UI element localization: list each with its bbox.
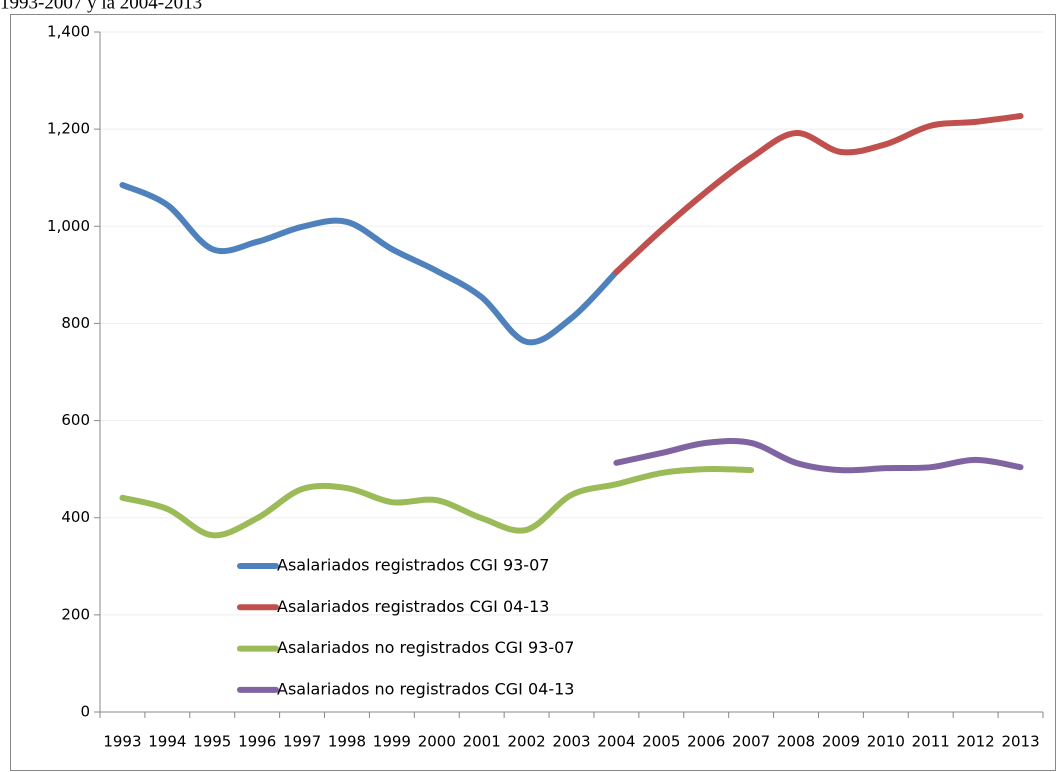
- x-tick-label: 2009: [822, 733, 860, 751]
- x-tick-label: 1998: [328, 733, 366, 751]
- x-tick-label: 1995: [193, 733, 231, 751]
- legend-label: Asalariados no registrados CGI 93-07: [277, 638, 574, 657]
- legend-label: Asalariados registrados CGI 93-07: [277, 556, 549, 575]
- x-tick-label: 2004: [597, 733, 635, 751]
- x-tick-label: 2001: [463, 733, 501, 751]
- line-series: [613, 438, 1024, 474]
- x-tick-label: 1999: [373, 733, 411, 751]
- y-tick-label: 1,200: [47, 120, 90, 138]
- line-series: [613, 113, 1024, 275]
- y-tick-label: 800: [61, 314, 90, 332]
- x-tick-label: 2005: [642, 733, 680, 751]
- x-tick-label: 2013: [1001, 733, 1039, 751]
- chart-frame: [10, 14, 1056, 771]
- y-tick-label: 400: [61, 508, 90, 526]
- x-tick-label: 2000: [418, 733, 456, 751]
- line-series: [119, 182, 620, 346]
- y-tick-label: 1,000: [47, 217, 90, 235]
- x-tick-label: 2007: [732, 733, 770, 751]
- y-tick-label: 600: [61, 411, 90, 429]
- line-series: [119, 466, 755, 539]
- x-tick-label: 2012: [957, 733, 995, 751]
- legend-label: Asalariados no registrados CGI 04-13: [277, 679, 574, 698]
- y-tick-label: 0: [80, 703, 90, 721]
- x-tick-label: 2002: [508, 733, 546, 751]
- x-tick-label: 2006: [687, 733, 725, 751]
- x-tick-label: 1996: [238, 733, 276, 751]
- y-tick-label: 1,400: [47, 23, 90, 41]
- y-tick-label: 200: [61, 605, 90, 623]
- x-tick-label: 1994: [148, 733, 186, 751]
- x-tick-label: 1997: [283, 733, 321, 751]
- legend-label: Asalariados registrados CGI 04-13: [277, 597, 549, 616]
- title-bg: [0, 0, 300, 14]
- x-tick-label: 2008: [777, 733, 815, 751]
- x-tick-label: 2010: [867, 733, 905, 751]
- x-tick-label: 2003: [552, 733, 590, 751]
- x-tick-label: 2011: [912, 733, 950, 751]
- x-tick-label: 1993: [103, 733, 141, 751]
- chart-title: 1993-2007 y la 2004-2013: [0, 0, 202, 13]
